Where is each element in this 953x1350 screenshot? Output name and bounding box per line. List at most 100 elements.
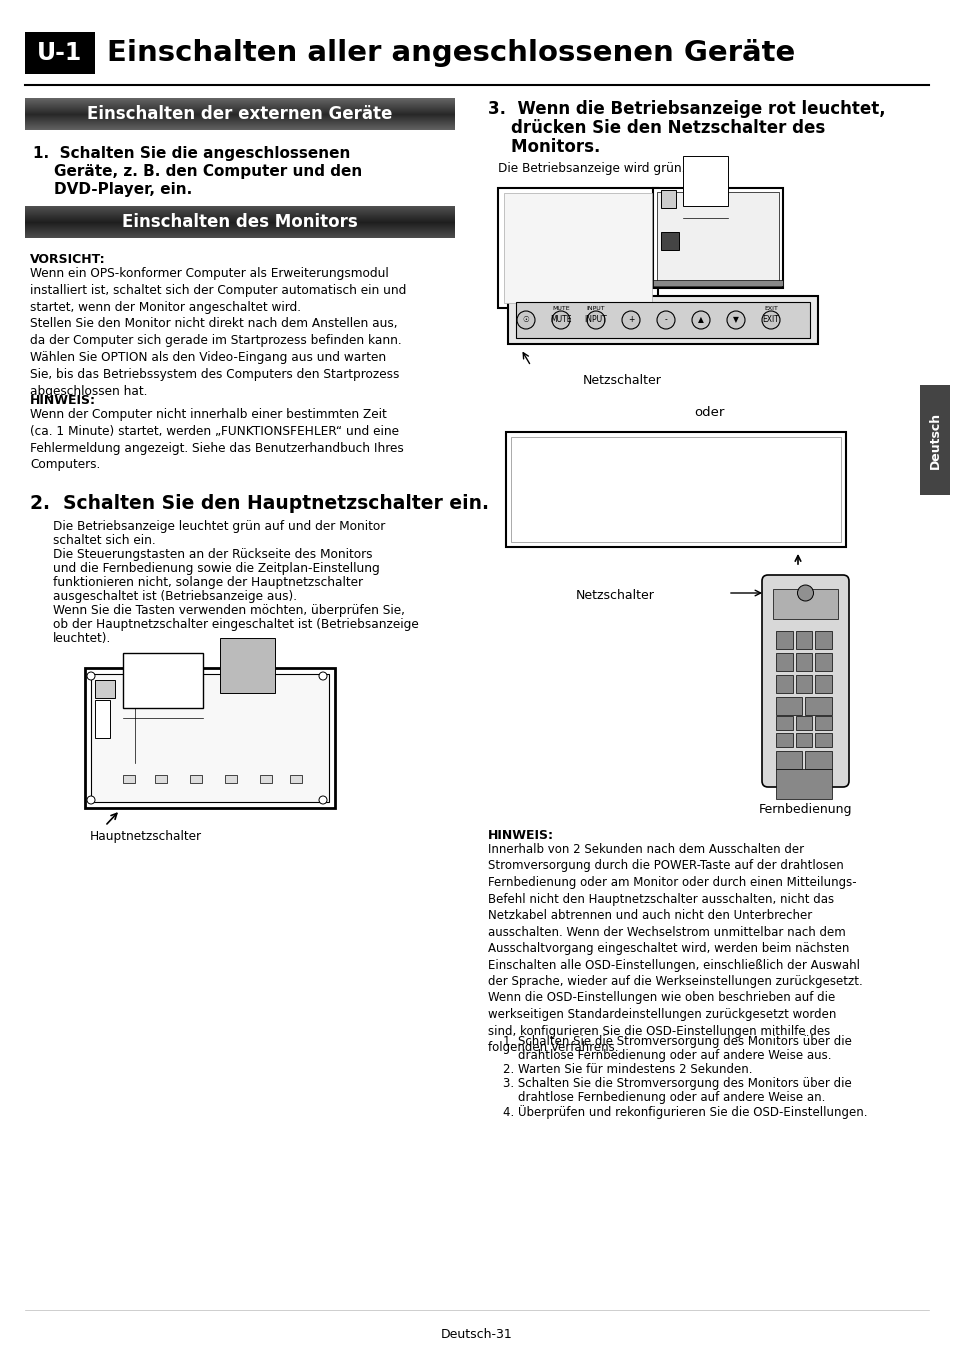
Bar xyxy=(511,437,841,541)
Text: 3.  Wenn die Betriebsanzeige rot leuchtet,: 3. Wenn die Betriebsanzeige rot leuchtet… xyxy=(488,100,884,117)
Text: Deutsch: Deutsch xyxy=(927,412,941,468)
Bar xyxy=(123,775,135,783)
Text: Wenn ein OPS-konformer Computer als Erweiterungsmodul
installiert ist, schaltet : Wenn ein OPS-konformer Computer als Erwe… xyxy=(30,267,406,398)
Text: DVD-Player, ein.: DVD-Player, ein. xyxy=(33,182,193,197)
Bar xyxy=(804,751,831,769)
Bar xyxy=(91,674,329,802)
Circle shape xyxy=(761,310,780,329)
Bar xyxy=(497,188,658,308)
Text: ob der Hauptnetzschalter eingeschaltet ist (Betriebsanzeige: ob der Hauptnetzschalter eingeschaltet i… xyxy=(53,618,418,630)
Bar xyxy=(775,716,792,730)
Text: 2. Warten Sie für mindestens 2 Sekunden.: 2. Warten Sie für mindestens 2 Sekunden. xyxy=(488,1062,752,1076)
Circle shape xyxy=(87,672,95,680)
Text: und die Fernbedienung sowie die Zeitplan-Einstellung: und die Fernbedienung sowie die Zeitplan… xyxy=(53,562,379,575)
Circle shape xyxy=(318,672,327,680)
Circle shape xyxy=(318,796,327,805)
Bar xyxy=(260,775,272,783)
Text: Einschalten des Monitors: Einschalten des Monitors xyxy=(122,213,357,231)
Text: drahtlose Fernbedienung oder auf andere Weise an.: drahtlose Fernbedienung oder auf andere … xyxy=(488,1091,824,1104)
Text: ▼: ▼ xyxy=(732,315,739,324)
Text: EXIT: EXIT xyxy=(761,315,779,324)
Bar xyxy=(652,188,782,288)
Text: Monitors.: Monitors. xyxy=(488,138,599,157)
Text: 1. Schalten Sie die Stromversorgung des Monitors über die: 1. Schalten Sie die Stromversorgung des … xyxy=(488,1035,851,1048)
Text: oder: oder xyxy=(693,406,723,418)
Bar xyxy=(795,630,812,649)
Circle shape xyxy=(657,310,675,329)
Text: U-1: U-1 xyxy=(37,40,83,65)
Bar xyxy=(815,675,831,693)
Bar xyxy=(95,701,110,738)
Bar xyxy=(775,697,801,716)
Text: 2.  Schalten Sie den Hauptnetzschalter ein.: 2. Schalten Sie den Hauptnetzschalter ei… xyxy=(30,494,489,513)
Circle shape xyxy=(691,310,709,329)
Text: EXIT: EXIT xyxy=(763,306,777,310)
Text: 4. Überprüfen und rekonfigurieren Sie die OSD-Einstellungen.: 4. Überprüfen und rekonfigurieren Sie di… xyxy=(488,1106,866,1119)
Text: INPUT: INPUT xyxy=(584,315,607,324)
Circle shape xyxy=(517,310,535,329)
Bar xyxy=(795,733,812,747)
Text: ☉: ☉ xyxy=(522,315,529,324)
Text: Die Betriebsanzeige wird grün.: Die Betriebsanzeige wird grün. xyxy=(497,162,684,176)
Circle shape xyxy=(87,796,95,805)
Text: Einschalten der externen Geräte: Einschalten der externen Geräte xyxy=(88,105,393,123)
Bar xyxy=(815,733,831,747)
FancyBboxPatch shape xyxy=(761,575,848,787)
Bar xyxy=(28,35,91,72)
Text: Netzschalter: Netzschalter xyxy=(576,589,654,602)
Text: HINWEIS:: HINWEIS: xyxy=(30,394,96,406)
Text: ausgeschaltet ist (Betriebsanzeige aus).: ausgeschaltet ist (Betriebsanzeige aus). xyxy=(53,590,296,603)
Text: Hauptnetzschalter: Hauptnetzschalter xyxy=(90,830,202,842)
Bar xyxy=(25,32,95,74)
Text: +: + xyxy=(627,315,634,324)
Text: Netzschalter: Netzschalter xyxy=(582,374,661,387)
Text: Deutsch-31: Deutsch-31 xyxy=(440,1328,513,1341)
Bar xyxy=(682,157,727,207)
Text: 3. Schalten Sie die Stromversorgung des Monitors über die: 3. Schalten Sie die Stromversorgung des … xyxy=(488,1077,851,1089)
Bar xyxy=(154,775,167,783)
Text: INPUT: INPUT xyxy=(586,306,604,310)
Bar xyxy=(804,697,831,716)
Circle shape xyxy=(586,310,604,329)
Bar xyxy=(652,279,782,286)
Bar xyxy=(795,653,812,671)
Text: ▲: ▲ xyxy=(698,315,703,324)
Bar xyxy=(290,775,302,783)
Text: schaltet sich ein.: schaltet sich ein. xyxy=(53,535,155,547)
Bar xyxy=(919,385,949,495)
Text: MUTE: MUTE xyxy=(552,306,569,310)
Bar xyxy=(507,296,817,344)
Text: Fernbedienung: Fernbedienung xyxy=(758,803,851,815)
Bar xyxy=(95,680,115,698)
Text: MUTE: MUTE xyxy=(550,315,571,324)
Bar xyxy=(815,630,831,649)
Bar xyxy=(775,630,792,649)
Text: Wenn der Computer nicht innerhalb einer bestimmten Zeit
(ca. 1 Minute) startet, : Wenn der Computer nicht innerhalb einer … xyxy=(30,408,403,471)
Text: Innerhalb von 2 Sekunden nach dem Ausschalten der
Stromversorgung durch die POWE: Innerhalb von 2 Sekunden nach dem Aussch… xyxy=(488,842,862,1054)
Bar xyxy=(503,193,651,302)
Text: Die Steuerungstasten an der Rückseite des Monitors: Die Steuerungstasten an der Rückseite de… xyxy=(53,548,372,562)
Bar xyxy=(795,675,812,693)
Bar xyxy=(225,775,236,783)
Bar xyxy=(775,751,801,769)
Bar xyxy=(775,653,792,671)
Bar xyxy=(190,775,202,783)
Bar xyxy=(815,653,831,671)
Bar xyxy=(795,716,812,730)
Bar xyxy=(775,733,792,747)
Bar xyxy=(505,432,845,547)
Bar xyxy=(123,653,203,707)
Text: drahtlose Fernbedienung oder auf andere Weise aus.: drahtlose Fernbedienung oder auf andere … xyxy=(488,1049,831,1062)
Text: funktionieren nicht, solange der Hauptnetzschalter: funktionieren nicht, solange der Hauptne… xyxy=(53,576,363,589)
Text: Die Betriebsanzeige leuchtet grün auf und der Monitor: Die Betriebsanzeige leuchtet grün auf un… xyxy=(53,520,385,533)
Text: Geräte, z. B. den Computer und den: Geräte, z. B. den Computer und den xyxy=(33,163,362,180)
Text: -: - xyxy=(664,315,667,324)
Text: VORSICHT:: VORSICHT: xyxy=(30,252,106,266)
Text: leuchtet).: leuchtet). xyxy=(53,632,112,645)
Text: Einschalten aller angeschlossenen Geräte: Einschalten aller angeschlossenen Geräte xyxy=(107,39,795,68)
Bar xyxy=(815,716,831,730)
Text: Wenn Sie die Tasten verwenden möchten, überprüfen Sie,: Wenn Sie die Tasten verwenden möchten, ü… xyxy=(53,603,404,617)
Bar xyxy=(775,675,792,693)
Bar xyxy=(775,769,831,799)
Circle shape xyxy=(552,310,569,329)
